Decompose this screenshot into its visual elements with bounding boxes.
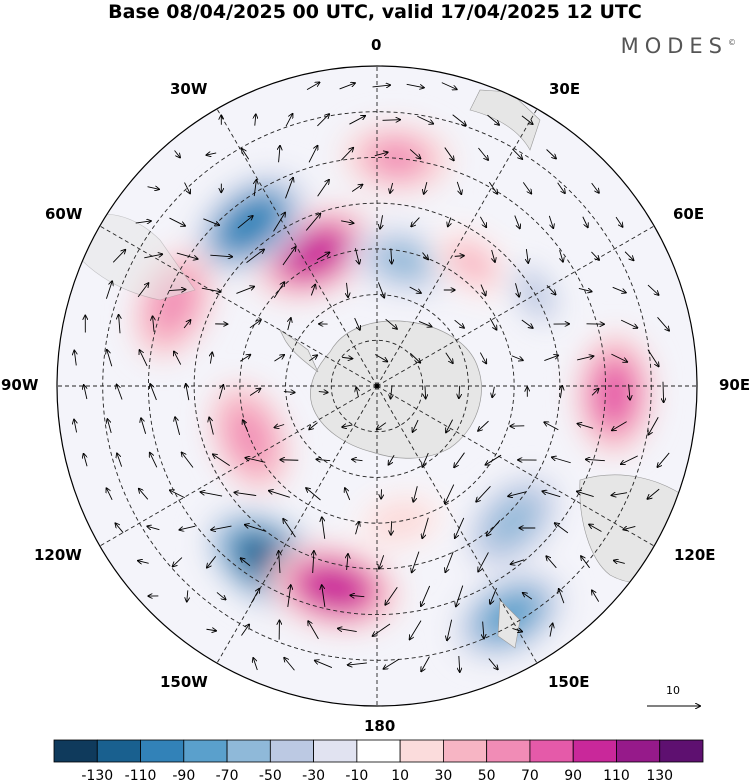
colorbar-swatch — [660, 740, 703, 762]
colorbar-tick-label: 50 — [478, 768, 496, 784]
lon-label-150w: 150W — [160, 673, 208, 691]
colorbar-swatch — [227, 740, 270, 762]
lon-label-0: 0 — [371, 36, 381, 54]
colorbar-swatch — [357, 740, 400, 762]
lon-label-90w: 90W — [1, 376, 38, 394]
colorbar-tick-label: 70 — [521, 768, 539, 784]
colorbar-tick-label: -90 — [172, 768, 195, 784]
lon-label-150e: 150E — [548, 673, 590, 691]
colorbar-tick-label: 90 — [564, 768, 582, 784]
lon-label-30w: 30W — [170, 80, 207, 98]
colorbar-swatch — [270, 740, 313, 762]
lon-label-120w: 120W — [34, 546, 82, 564]
colorbar-swatch — [443, 740, 486, 762]
colorbar-tick-label: 10 — [391, 768, 409, 784]
colorbar-tick-label: -50 — [259, 768, 282, 784]
colorbar-tick-label: -130 — [81, 768, 113, 784]
colorbar-swatch — [314, 740, 357, 762]
lon-label-60e: 60E — [673, 205, 704, 223]
lon-label-60w: 60W — [45, 205, 82, 223]
colorbar-swatch — [141, 740, 184, 762]
colorbar-tick-label: -110 — [125, 768, 157, 784]
colorbar-swatch — [487, 740, 530, 762]
reference-vector-label: 10 — [666, 684, 680, 697]
map-title: Base 08/04/2025 00 UTC, valid 17/04/2025… — [0, 0, 750, 24]
colorbar-swatch — [97, 740, 140, 762]
lon-label-30e: 30E — [549, 80, 580, 98]
colorbar-swatch — [573, 740, 616, 762]
colorbar-tick-label: 30 — [434, 768, 452, 784]
colorbar-tick-label: -30 — [302, 768, 325, 784]
colorbar-tick-label: 130 — [646, 768, 673, 784]
colorbar-swatch — [616, 740, 659, 762]
modes-logo: MODES© — [621, 34, 736, 58]
colorbar-swatch — [184, 740, 227, 762]
colorbar-swatch — [530, 740, 573, 762]
lon-label-180: 180 — [364, 717, 395, 735]
colorbar-tick-label: 110 — [603, 768, 630, 784]
colorbar-swatch — [54, 740, 97, 762]
colorbar-swatch — [400, 740, 443, 762]
colorbar-tick-label: -70 — [216, 768, 239, 784]
colorbar-tick-label: -10 — [345, 768, 368, 784]
lon-label-90e: 90E — [719, 376, 750, 394]
lon-label-120e: 120E — [674, 546, 716, 564]
